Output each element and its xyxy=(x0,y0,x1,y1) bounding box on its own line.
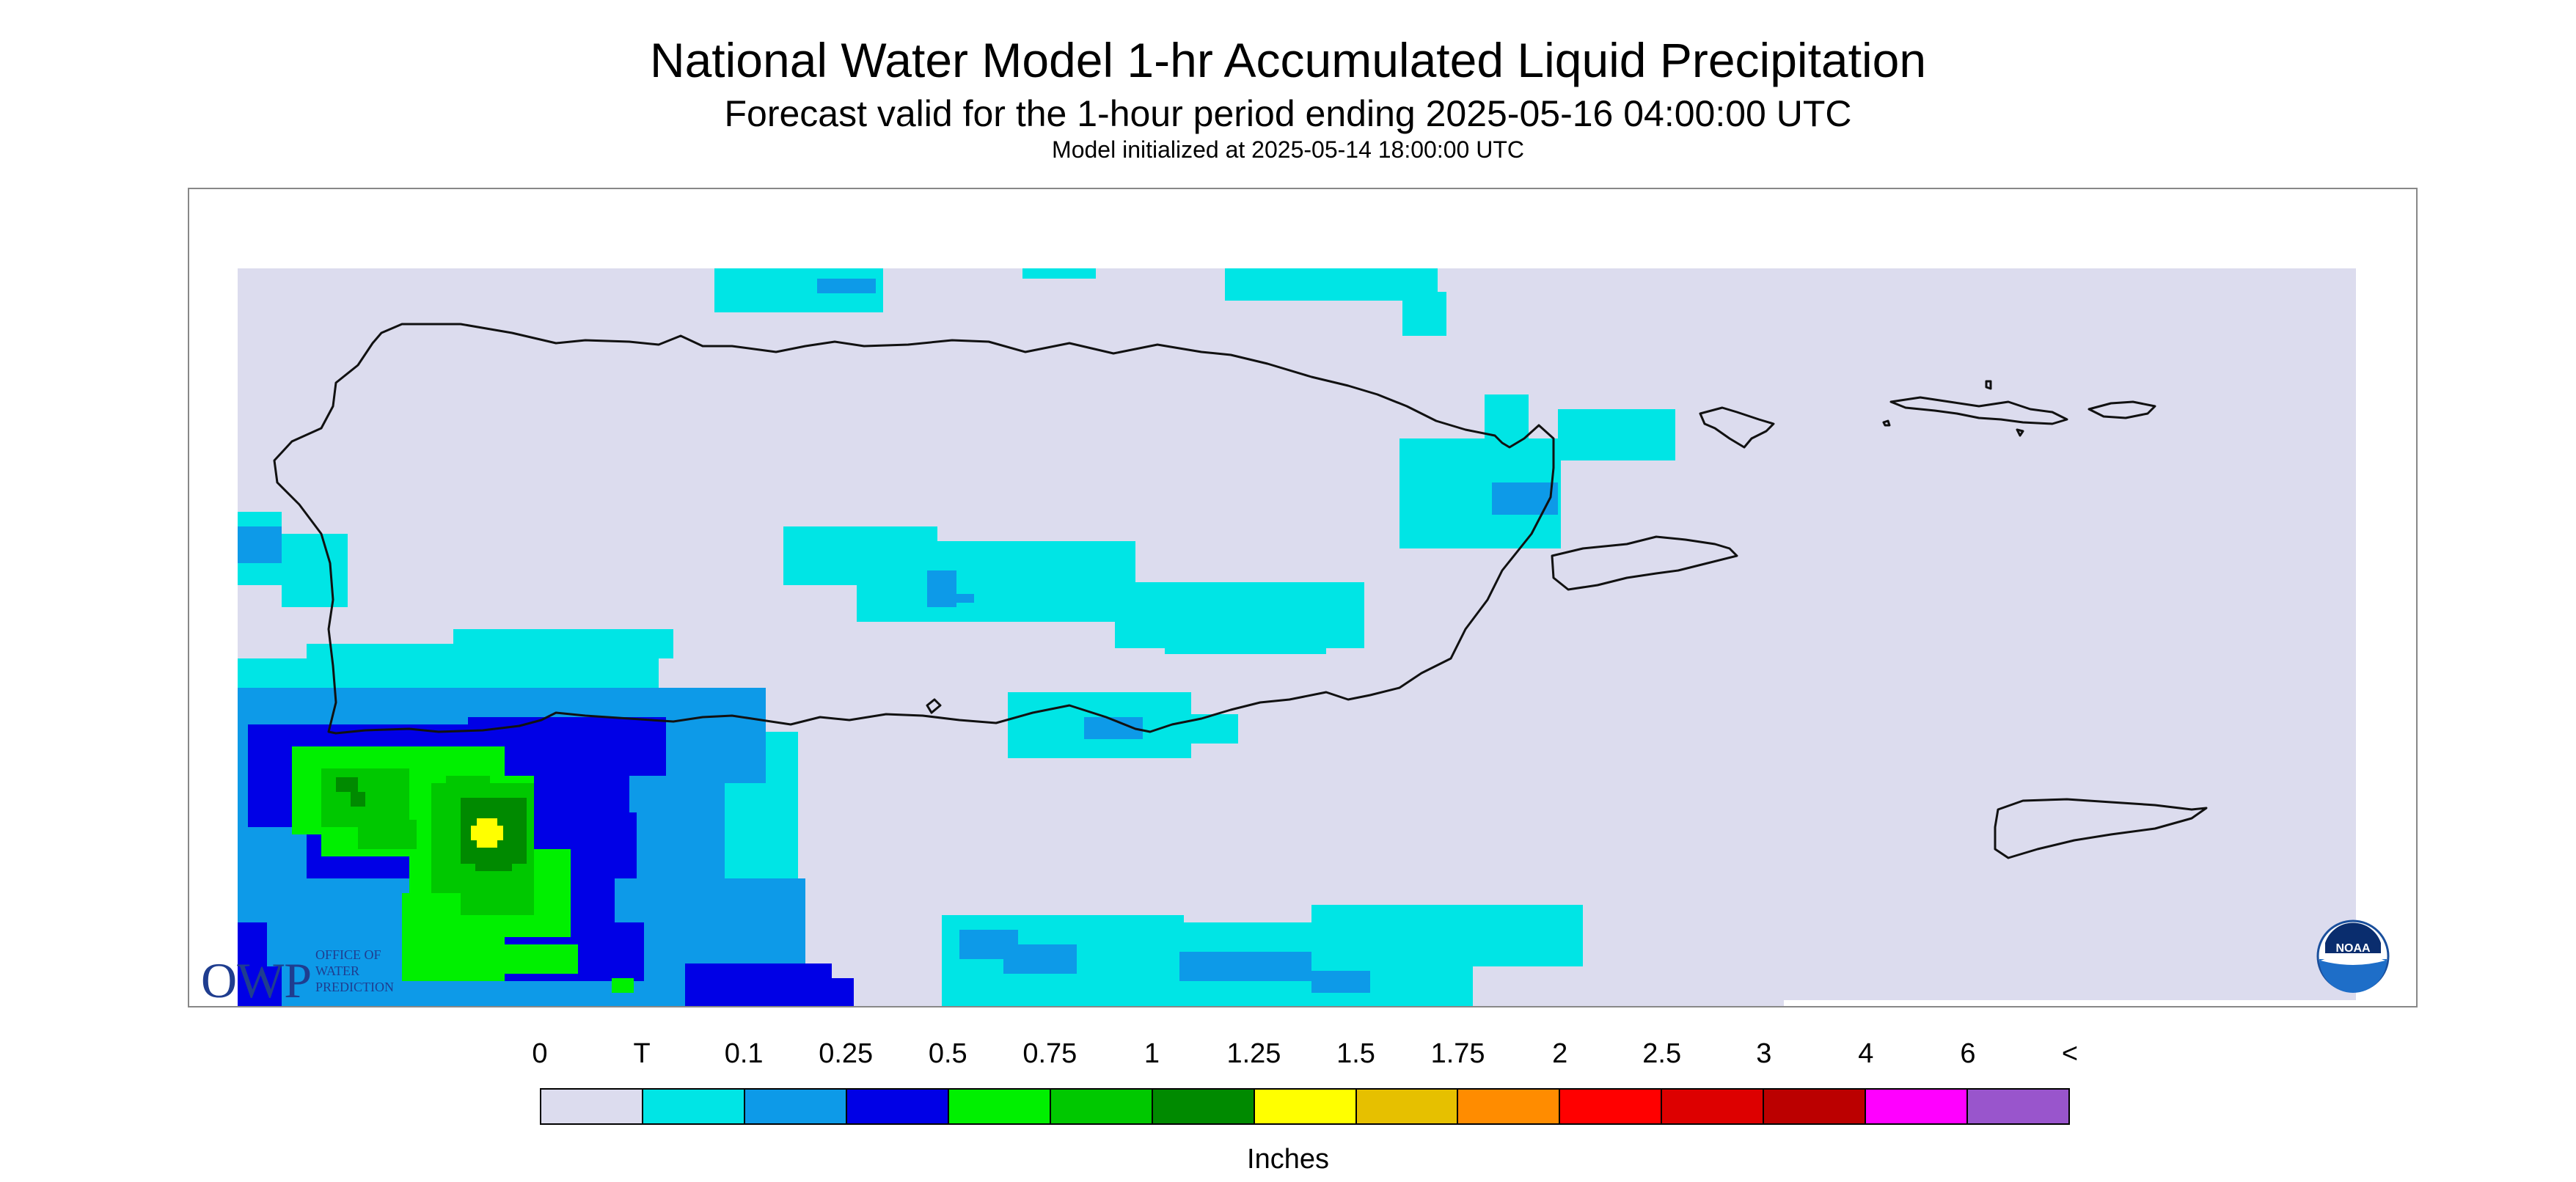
legend-tick-label: 0.1 xyxy=(724,1038,764,1069)
legend-tick-label: T xyxy=(633,1038,651,1069)
owp-logo-subtext-3: PREDICTION xyxy=(315,980,394,994)
legend-tick-label: 3 xyxy=(1756,1038,1772,1069)
legend-swatch xyxy=(1662,1090,1765,1123)
page-title: National Water Model 1-hr Accumulated Li… xyxy=(649,33,1927,87)
legend-tick-label: 0.5 xyxy=(928,1038,967,1069)
legend-swatch xyxy=(1560,1090,1663,1123)
map-blank-strip xyxy=(1784,1000,2415,1006)
legend-tick-label: 1.25 xyxy=(1226,1038,1281,1069)
legend-swatch xyxy=(1254,1090,1357,1123)
legend-swatch xyxy=(948,1090,1051,1123)
legend-swatch xyxy=(1866,1090,1969,1123)
forecast-valid-subtitle: Forecast valid for the 1-hour period end… xyxy=(724,93,1852,134)
owp-logo: OWP OFFICE OF WATER PREDICTION xyxy=(201,947,394,1006)
legend-swatch xyxy=(846,1090,949,1123)
legend-tick-label: < xyxy=(2061,1038,2079,1069)
legend-colorbar xyxy=(540,1088,2070,1125)
caja-de-muertos-coastline xyxy=(926,698,942,714)
legend-labels: 0 T 0.1 0.25 0.5 0.75 1 1.25 1.5 1.75 2 2.5 3 4 6 < xyxy=(0,1038,2576,1082)
st-thomas-coastline xyxy=(1889,396,2068,425)
legend-tick-label: 2 xyxy=(1552,1038,1568,1069)
vieques-coastline xyxy=(1551,535,1738,591)
legend-tick-label: 0.75 xyxy=(1022,1038,1077,1069)
legend-tick-label: 1 xyxy=(1144,1038,1160,1069)
noaa-logo: NOAA xyxy=(2316,919,2390,993)
legend-swatch xyxy=(643,1090,745,1123)
legend-units-label: Inches xyxy=(1247,1144,1329,1175)
puerto-rico-coastline xyxy=(273,323,1555,735)
noaa-logo-text: NOAA xyxy=(2335,942,2371,955)
legend-swatch xyxy=(744,1090,847,1123)
legend-tick-label: 2.5 xyxy=(1642,1038,1682,1069)
legend-swatch xyxy=(1968,1090,2069,1123)
legend-swatch xyxy=(1764,1090,1867,1123)
st-john-coastline xyxy=(2087,400,2156,419)
owp-logo-subtext-2: WATER xyxy=(315,963,359,978)
coastlines xyxy=(273,323,2208,859)
legend-tick-label: 0 xyxy=(532,1038,548,1069)
legend-tick-label: 1.75 xyxy=(1430,1038,1485,1069)
legend-swatch xyxy=(541,1090,643,1123)
legend-swatch xyxy=(1458,1090,1561,1123)
legend-swatch xyxy=(1050,1090,1153,1123)
precipitation-map[interactable]: OWP OFFICE OF WATER PREDICTION NOAA xyxy=(189,189,2416,1006)
culebra-coastline xyxy=(1699,406,1775,449)
map-panel[interactable]: OWP OFFICE OF WATER PREDICTION NOAA xyxy=(188,188,2418,1007)
st-croix-coastline xyxy=(1994,798,2208,859)
legend-tick-label: 4 xyxy=(1858,1038,1874,1069)
precip-layer-1-25 xyxy=(471,818,503,848)
model-initialized-caption: Model initialized at 2025-05-14 18:00:00… xyxy=(1052,136,1524,163)
owp-logo-text: OWP xyxy=(201,952,312,1006)
legend-tick-label: 6 xyxy=(1960,1038,1976,1069)
legend-swatch xyxy=(1152,1090,1255,1123)
owp-logo-subtext-1: OFFICE OF xyxy=(315,947,381,962)
legend-tick-label: 1.5 xyxy=(1336,1038,1375,1069)
legend-swatch xyxy=(1356,1090,1459,1123)
legend-tick-label: 0.25 xyxy=(819,1038,874,1069)
small-islands-coastline xyxy=(1882,380,2024,437)
